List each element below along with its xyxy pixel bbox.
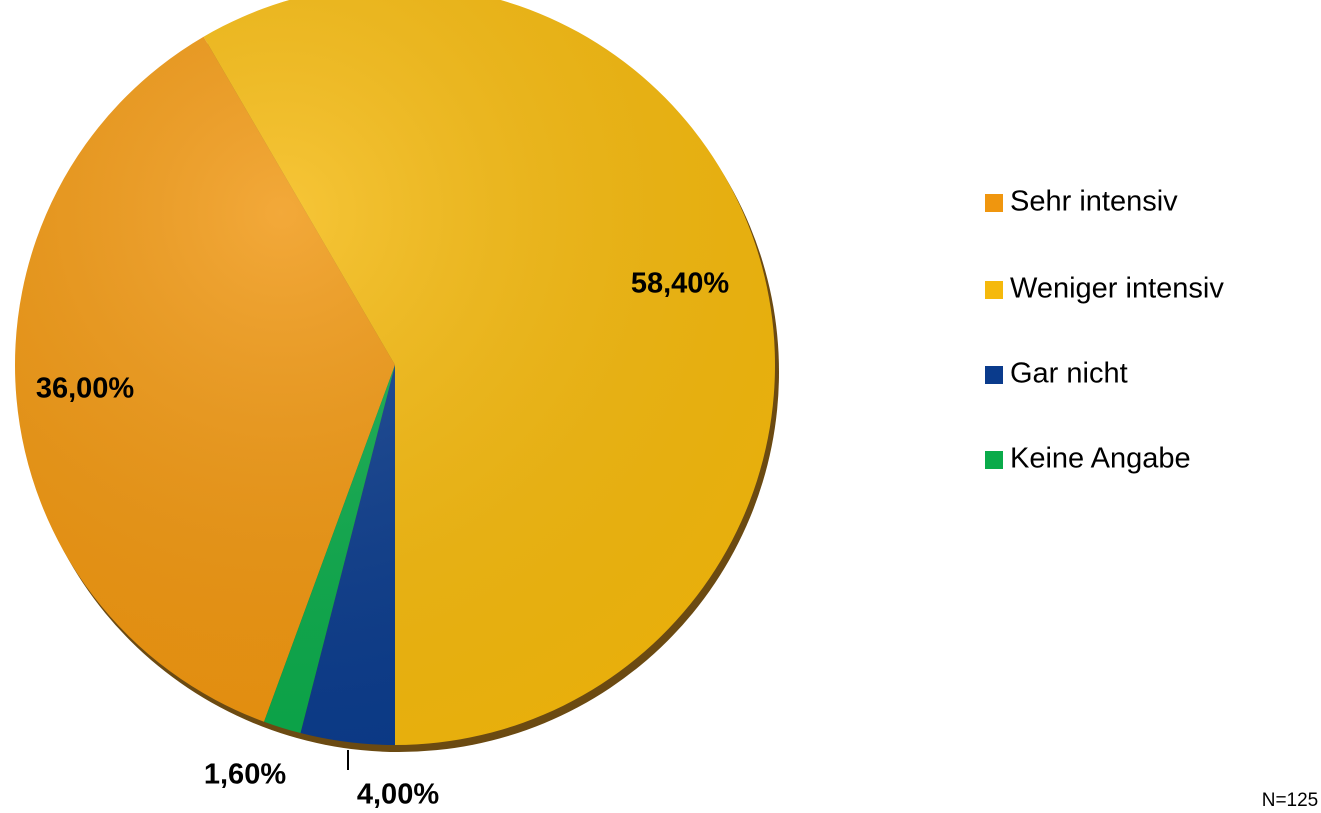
legend-swatch	[985, 194, 1003, 212]
legend-label: Sehr intensiv	[1010, 186, 1178, 218]
legend-swatch	[985, 451, 1003, 469]
legend-label: Keine Angabe	[1010, 443, 1191, 475]
legend-swatch	[985, 366, 1003, 384]
annotation: N=125	[1262, 790, 1319, 811]
data-label: 36,00%	[36, 373, 135, 405]
data-label: 1,60%	[204, 759, 286, 791]
legend-label: Weniger intensiv	[1010, 273, 1224, 305]
legend-swatch	[985, 281, 1003, 299]
data-label: 58,40%	[631, 268, 730, 300]
data-label: 4,00%	[357, 779, 439, 811]
legend-label: Gar nicht	[1010, 358, 1128, 390]
